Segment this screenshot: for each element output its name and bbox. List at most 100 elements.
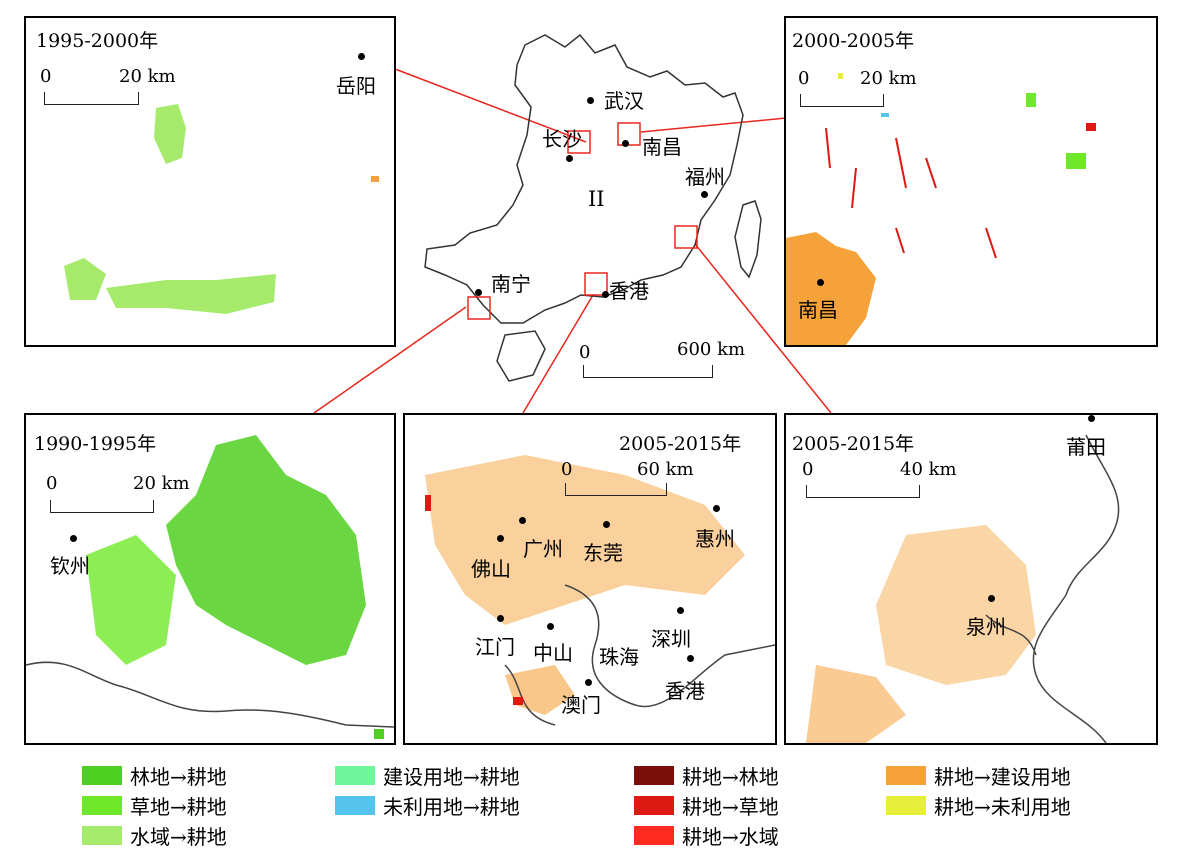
city-dot: [622, 140, 629, 147]
land-change-patches: [26, 435, 394, 739]
panel-1990-1995: 1990-1995年 0 20 km 钦州: [24, 413, 396, 745]
connector-line: [522, 294, 594, 414]
scale-bar: [583, 365, 713, 378]
scale-bar: [565, 483, 667, 496]
city-label: 珠海: [599, 645, 639, 669]
city-label: 东莞: [583, 541, 623, 565]
panel-title: 2005-2015年: [619, 433, 742, 455]
panel-title: 1990-1995年: [34, 433, 157, 455]
city-dot: [475, 289, 482, 296]
legend-label: 林地→耕地: [130, 765, 227, 789]
legend-label: 耕地→未利用地: [934, 795, 1071, 819]
scale-bar: [806, 485, 920, 498]
panel-1995-2000: 1995-2000年 0 20 km 岳阳: [24, 16, 396, 347]
scale-zero: 0: [561, 459, 573, 480]
city-label: 岳阳: [336, 74, 376, 98]
city-dot: [687, 655, 694, 662]
land-change-patches: [786, 73, 1096, 345]
city-dot: [677, 607, 684, 614]
legend-item: 耕地→林地: [634, 761, 779, 790]
city-dot: [585, 679, 592, 686]
city-dot: [497, 535, 504, 542]
legend-item: 草地→耕地: [82, 791, 227, 820]
city-label: 香港: [665, 679, 705, 703]
connector-line: [694, 243, 832, 414]
connector-line: [394, 68, 587, 143]
city-label: 香港: [609, 279, 649, 303]
city-dot: [547, 623, 554, 630]
legend-swatch: [634, 826, 674, 845]
city-dot: [497, 615, 504, 622]
overview-outline: [424, 33, 762, 382]
city-label: 广州: [523, 537, 563, 561]
region-outline: [424, 33, 744, 324]
city-dot: [1088, 415, 1095, 422]
scale-bar: [44, 92, 139, 105]
city-label: 南昌: [642, 135, 682, 159]
scale-zero: 0: [40, 66, 52, 87]
inset-box-prd: [584, 272, 608, 296]
legend-item: 未利用地→耕地: [335, 791, 520, 820]
inset-box-fujian: [674, 225, 698, 249]
city-label: 长沙: [542, 127, 582, 151]
overview-map: 武汉 长沙 南昌 福州 II 南宁 香港 0 600 km: [405, 5, 780, 405]
city-label: 深圳: [651, 627, 691, 651]
legend-label: 草地→耕地: [130, 795, 227, 819]
city-dot: [70, 535, 77, 542]
legend-item: 耕地→建设用地: [886, 761, 1071, 790]
legend-label: 耕地→草地: [682, 795, 779, 819]
city-dot: [519, 517, 526, 524]
legend-label: 建设用地→耕地: [383, 765, 520, 789]
connector-line: [640, 117, 787, 133]
legend-swatch: [335, 796, 375, 815]
land-change-patches: [64, 104, 379, 314]
legend-swatch: [886, 796, 926, 815]
legend-swatch: [82, 796, 122, 815]
legend-swatch: [634, 766, 674, 785]
legend-label: 耕地→建设用地: [934, 765, 1071, 789]
legend-item: 水域→耕地: [82, 821, 227, 850]
panel-title: 1995-2000年: [36, 30, 159, 52]
scale-zero: 0: [46, 473, 58, 494]
city-dot: [817, 279, 824, 286]
scale-zero: 0: [579, 342, 591, 363]
panel-2005-2015-prd: 2005-2015年 0 60 km 广州 佛山 东莞 惠州 江门 中山 珠海 …: [403, 413, 777, 745]
city-label: 南昌: [798, 298, 838, 322]
city-dot: [701, 191, 708, 198]
legend-label: 水域→耕地: [130, 825, 227, 849]
legend-swatch: [634, 796, 674, 815]
region-label: II: [588, 187, 605, 211]
city-label: 中山: [533, 641, 573, 665]
legend-swatch: [82, 826, 122, 845]
legend-item: 林地→耕地: [82, 761, 227, 790]
scale-end: 40 km: [900, 459, 957, 480]
inset-box-changsha: [567, 130, 591, 154]
legend-item: 耕地→未利用地: [886, 791, 1071, 820]
scale-zero: 0: [798, 68, 810, 89]
panel-title: 2005-2015年: [792, 433, 915, 455]
scale-end: 20 km: [860, 68, 917, 89]
panel-2000-2005: 2000-2005年 0 20 km 南昌: [784, 16, 1158, 347]
scale-end: 600 km: [677, 339, 746, 360]
city-dot: [566, 155, 573, 162]
city-label: 泉州: [966, 615, 1006, 639]
city-label: 江门: [475, 635, 515, 659]
city-dot: [587, 97, 594, 104]
taiwan-outline: [734, 200, 762, 279]
city-label: 南宁: [491, 272, 531, 296]
legend-label: 耕地→水域: [682, 825, 779, 849]
hainan-outline: [496, 330, 546, 382]
scale-bar: [50, 500, 154, 513]
inset-box-qinzhou: [467, 296, 491, 320]
legend-label: 耕地→林地: [682, 765, 779, 789]
land-change-patches: [806, 434, 1120, 743]
panel-2005-2015-fujian: 2005-2015年 0 40 km 莆田 泉州: [784, 413, 1158, 745]
city-dot: [603, 521, 610, 528]
legend-item: 耕地→草地: [634, 791, 779, 820]
city-label: 莆田: [1066, 435, 1106, 459]
scale-end: 20 km: [133, 473, 190, 494]
city-label: 澳门: [561, 693, 601, 717]
connector-line: [313, 306, 467, 414]
scale-zero: 0: [802, 459, 814, 480]
